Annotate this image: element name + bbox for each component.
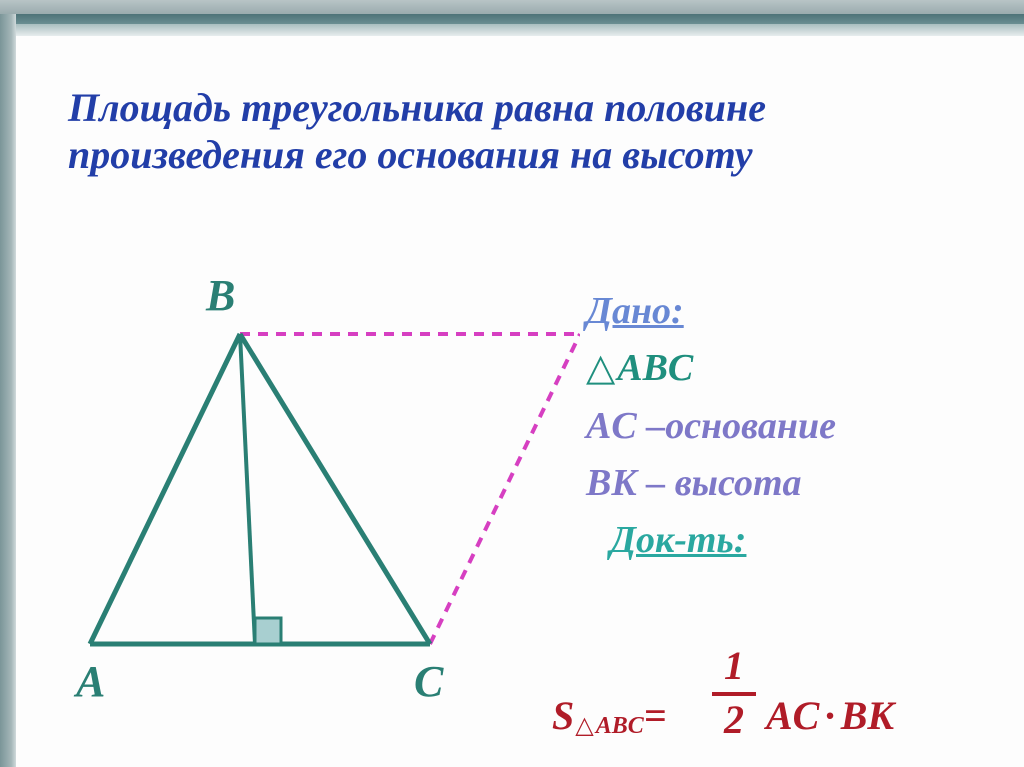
formula-term2: BK	[841, 693, 894, 738]
given-triangle-name: ABC	[617, 347, 693, 389]
top-decor-bar	[0, 0, 1024, 14]
top-accent-bar	[16, 14, 1024, 36]
altitude-bk	[240, 334, 255, 644]
dashed-cd	[430, 334, 580, 644]
geometry-diagram: B A C	[60, 274, 580, 714]
given-prove-block: Дано: △ABC AC –основание BK – высота Док…	[586, 286, 1006, 572]
given-header: Дано:	[586, 286, 1006, 337]
formula-term1: AC	[766, 693, 819, 738]
sub-abc: ABC	[596, 713, 644, 739]
formula-lhs: S△ABC=	[552, 692, 667, 740]
prove-header: Док-ть:	[610, 515, 1006, 566]
given-triangle: △ABC	[586, 343, 1006, 394]
formula-s: S	[552, 693, 574, 738]
fraction-den: 2	[712, 700, 756, 740]
side-ab	[90, 334, 240, 644]
triangle-svg	[60, 274, 580, 714]
formula-rhs: AC·BK	[766, 692, 894, 739]
label-c: C	[414, 656, 443, 707]
given-base: AC –основание	[586, 401, 1006, 452]
label-a: A	[76, 656, 105, 707]
label-b: B	[206, 270, 235, 321]
slide-title: Площадь треугольника равна половине прои…	[68, 84, 984, 178]
left-decor-bar	[0, 14, 16, 767]
sub-triangle-symbol: △	[575, 713, 593, 739]
given-height: BK – высота	[586, 458, 1006, 509]
formula-fraction: 1 2	[712, 646, 756, 740]
triangle-symbol: △	[586, 347, 615, 389]
side-bc	[240, 334, 430, 644]
fraction-num: 1	[712, 646, 756, 686]
slide-content: Площадь треугольника равна половине прои…	[16, 36, 1024, 767]
formula-dot: ·	[819, 693, 840, 738]
right-angle-marker	[255, 618, 281, 644]
formula-eq: =	[644, 693, 667, 738]
formula-subscript: △ABC	[575, 713, 644, 739]
fraction-bar	[712, 692, 756, 696]
